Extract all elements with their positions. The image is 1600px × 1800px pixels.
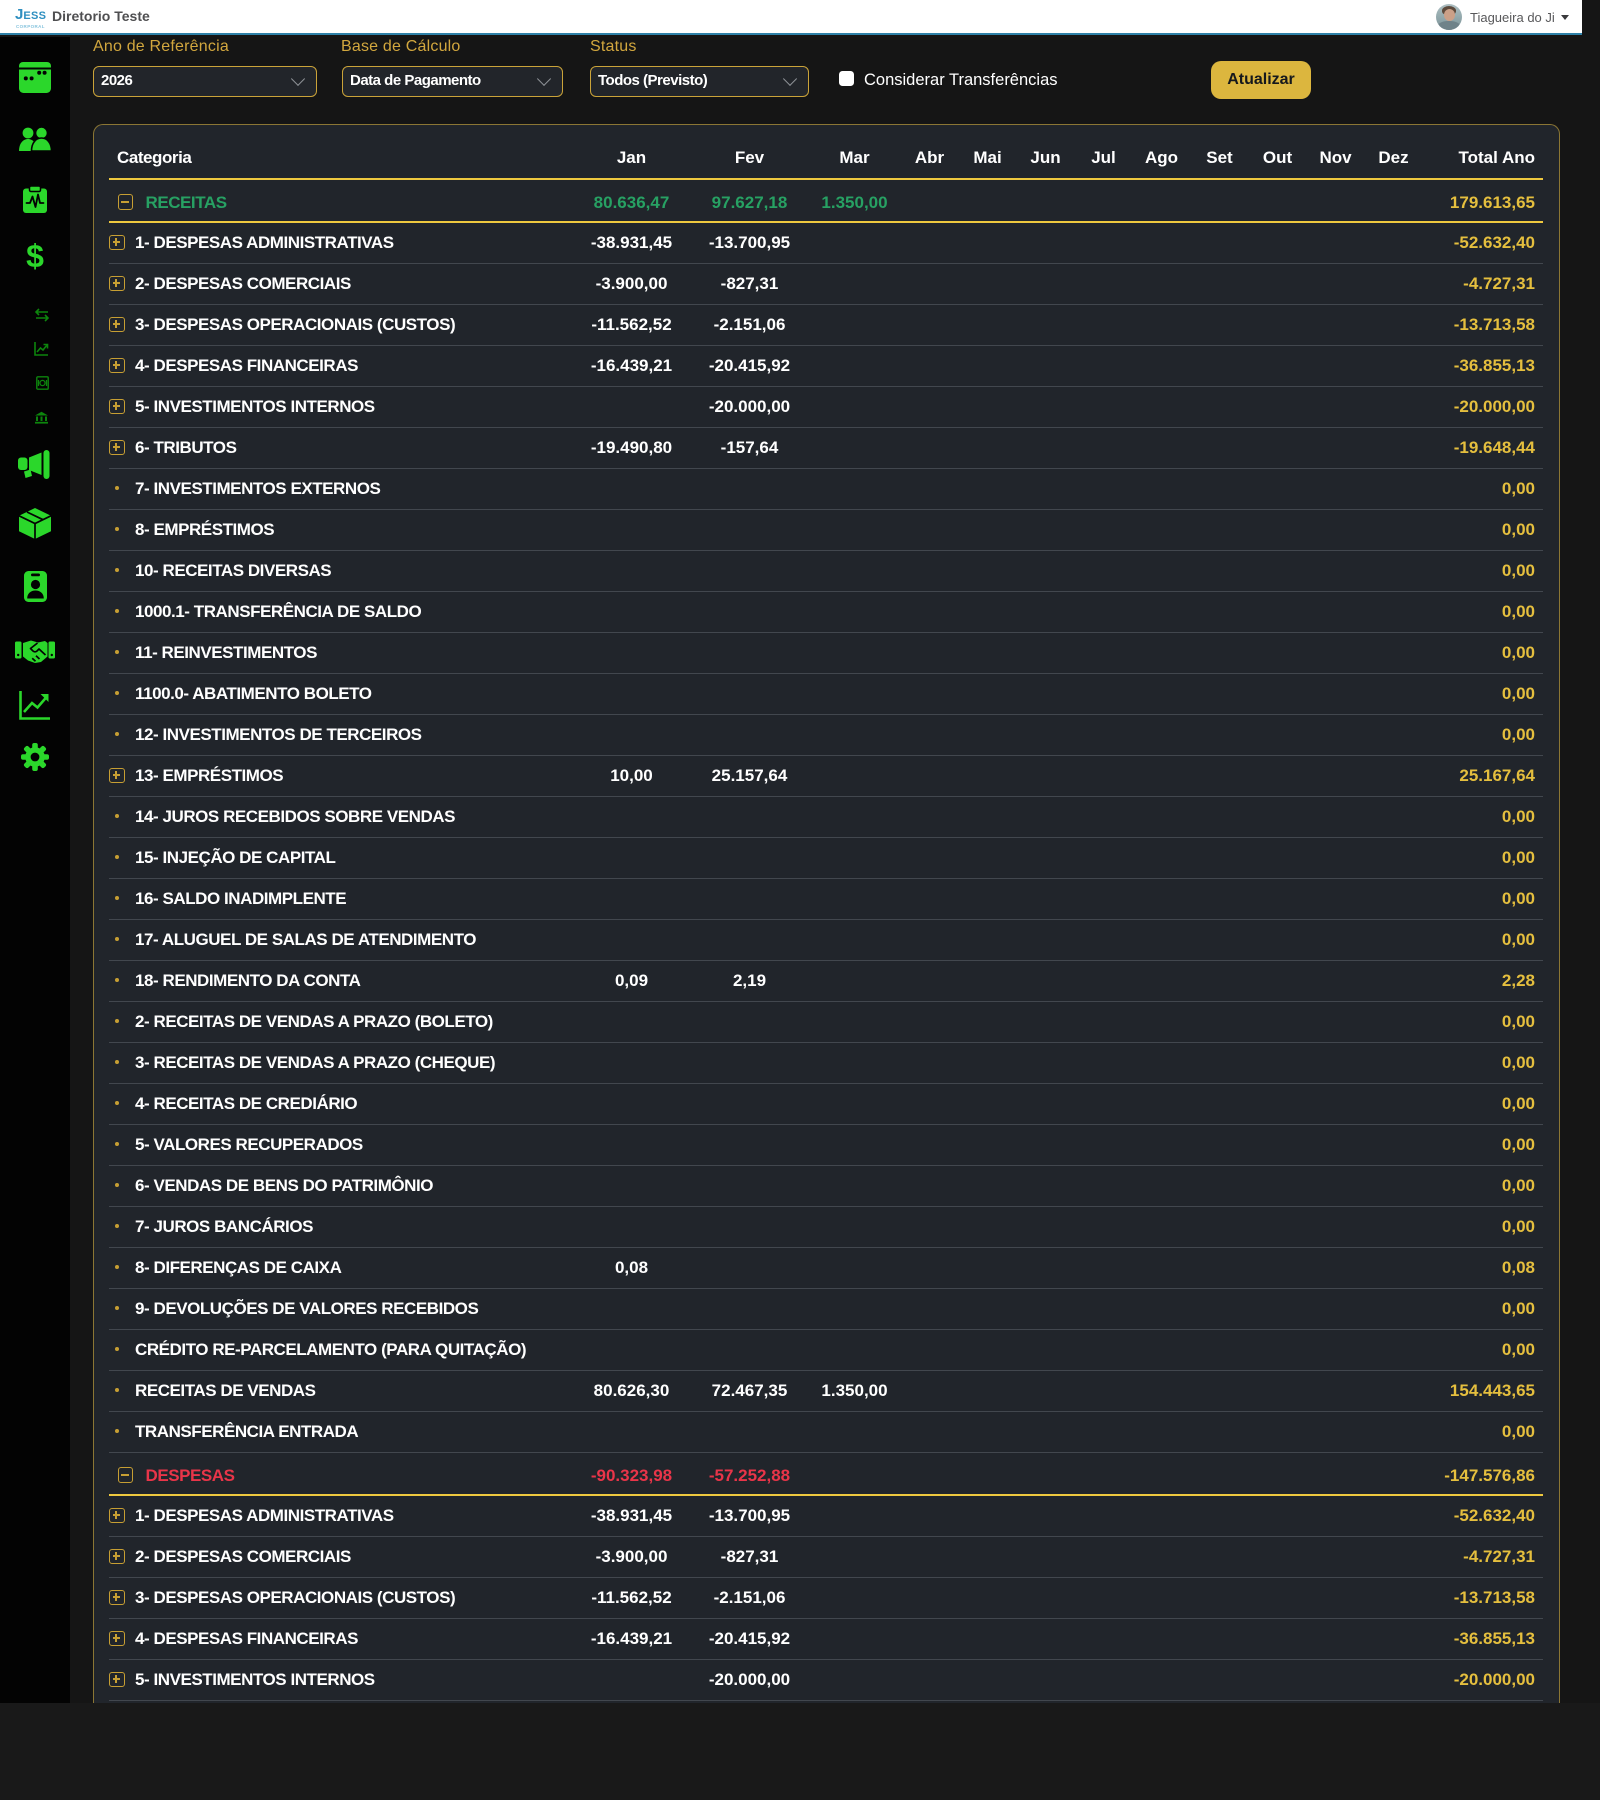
svg-text:$: $ bbox=[26, 241, 44, 272]
